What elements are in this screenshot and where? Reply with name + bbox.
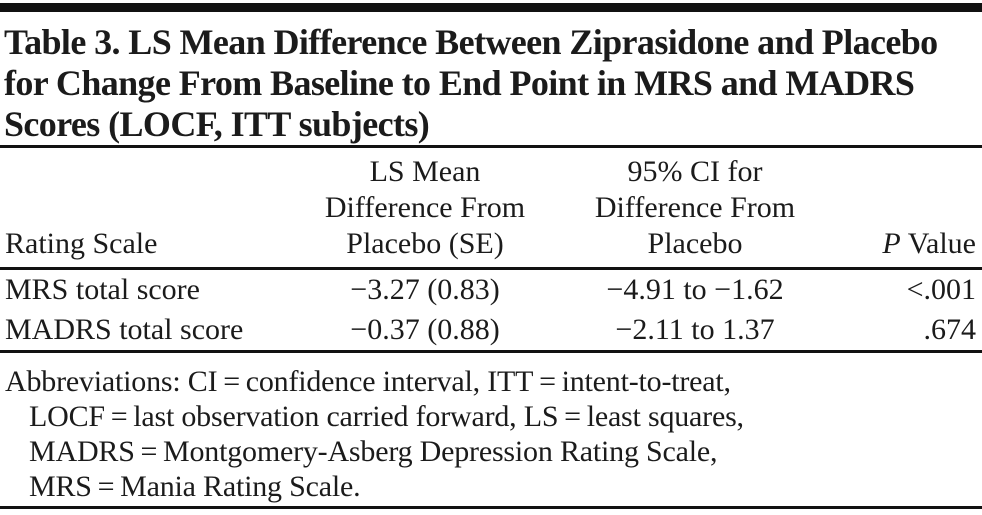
table-title: Table 3. LS Mean Difference Between Zipr… (0, 12, 982, 145)
header-ls-mean-line-3: Placebo (SE) (346, 227, 504, 260)
header-row: Rating Scale LS Mean Difference From Pla… (0, 154, 982, 269)
footnote-line-1: Abbreviations: CI = confidence interval,… (5, 365, 731, 398)
title-line-1: Table 3. LS Mean Difference Between Zipr… (4, 22, 938, 62)
cell-p-value: .674 (923, 313, 977, 346)
header-95ci-line-1: 95% CI for (627, 155, 763, 188)
column-header-95ci: 95% CI for Difference From Placebo (570, 154, 820, 269)
p-value-italic-p: P (882, 227, 901, 260)
bottom-rule (0, 506, 982, 509)
column-header-rating-scale: Rating Scale (5, 227, 158, 260)
title-line-3: Scores (LOCF, ITT subjects) (4, 104, 430, 144)
p-value-rest: Value (900, 227, 976, 260)
header-95ci-line-3: Placebo (647, 227, 743, 260)
cell-rating-scale: MRS total score (5, 273, 200, 306)
column-header-p-value: P Value (820, 154, 982, 269)
cell-p-value: <.001 (906, 273, 976, 306)
cell-ls-mean-difference: −0.37 (0.88) (350, 313, 500, 346)
header-ls-mean-line-1: LS Mean (369, 155, 481, 188)
cell-95ci: −4.91 to −1.62 (606, 273, 784, 306)
cell-ls-mean-difference: −3.27 (0.83) (350, 273, 500, 306)
top-rule-bar (0, 3, 982, 12)
table-row-mrs: MRS total score −3.27 (0.83) −4.91 to −1… (0, 269, 982, 311)
footnote: Abbreviations: CI = confidence interval,… (0, 364, 982, 504)
cell-95ci: −2.11 to 1.37 (615, 313, 775, 346)
footnote-line-4: MRS = Mania Rating Scale. (29, 470, 361, 503)
title-rule (0, 145, 982, 148)
table-row-madrs: MADRS total score −0.37 (0.88) −2.11 to … (0, 310, 982, 352)
header-ls-mean-line-2: Difference From (324, 191, 526, 224)
footnote-line-3: MADRS = Montgomery-Asberg Depression Rat… (29, 435, 718, 468)
column-header-ls-mean-difference: LS Mean Difference From Placebo (SE) (280, 154, 570, 269)
results-table: Rating Scale LS Mean Difference From Pla… (0, 154, 982, 353)
footnote-line-2: LOCF = last observation carried forward,… (29, 400, 744, 433)
title-line-2: for Change From Baseline to End Point in… (4, 63, 915, 103)
cell-rating-scale: MADRS total score (5, 313, 244, 346)
header-95ci-line-2: Difference From (594, 191, 796, 224)
